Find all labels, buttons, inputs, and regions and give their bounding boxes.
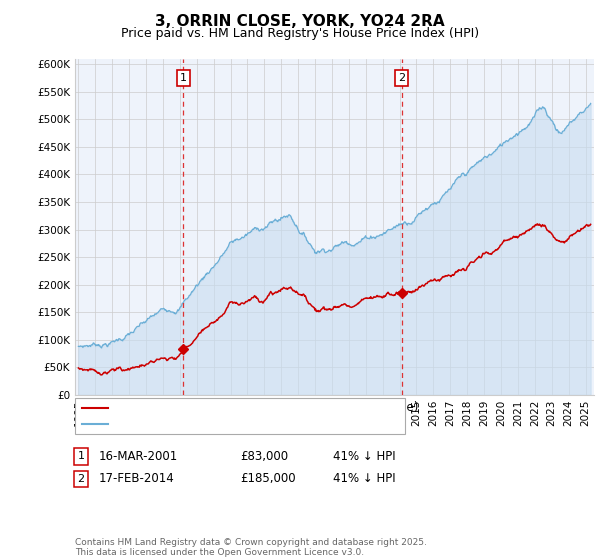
Text: 41% ↓ HPI: 41% ↓ HPI: [333, 450, 395, 463]
Text: 16-MAR-2001: 16-MAR-2001: [99, 450, 178, 463]
Text: HPI: Average price, detached house, York: HPI: Average price, detached house, York: [112, 417, 355, 430]
Text: 1: 1: [77, 451, 85, 461]
Text: 1: 1: [180, 73, 187, 83]
Text: Price paid vs. HM Land Registry's House Price Index (HPI): Price paid vs. HM Land Registry's House …: [121, 27, 479, 40]
Text: 2: 2: [77, 474, 85, 484]
Text: 3, ORRIN CLOSE, YORK, YO24 2RA (detached house): 3, ORRIN CLOSE, YORK, YO24 2RA (detached…: [112, 402, 419, 414]
Text: 17-FEB-2014: 17-FEB-2014: [99, 472, 175, 486]
Text: £185,000: £185,000: [240, 472, 296, 486]
Text: 3, ORRIN CLOSE, YORK, YO24 2RA: 3, ORRIN CLOSE, YORK, YO24 2RA: [155, 14, 445, 29]
Text: 41% ↓ HPI: 41% ↓ HPI: [333, 472, 395, 486]
Text: 2: 2: [398, 73, 405, 83]
Text: £83,000: £83,000: [240, 450, 288, 463]
Text: Contains HM Land Registry data © Crown copyright and database right 2025.
This d: Contains HM Land Registry data © Crown c…: [75, 538, 427, 557]
